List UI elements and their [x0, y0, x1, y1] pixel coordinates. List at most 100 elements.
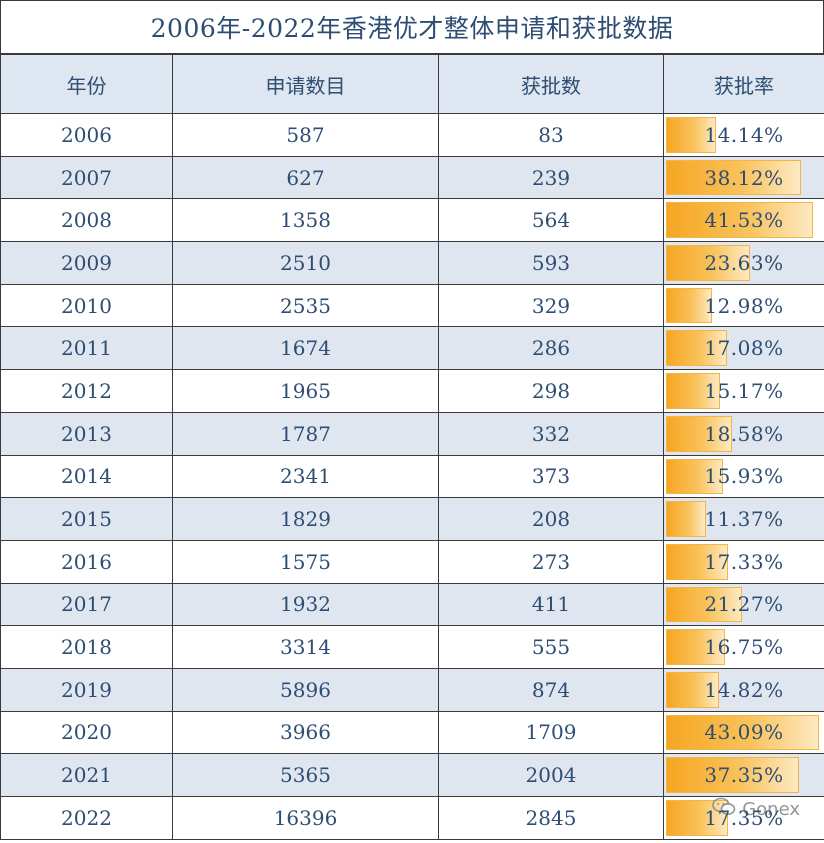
- cell-applications: 627: [172, 155, 439, 200]
- cell-rate: 15.93%: [663, 454, 824, 499]
- rate-value: 12.98%: [704, 293, 784, 318]
- data-table: 年份 申请数目 获批数 获批率 2006 587 83 14.14% 2007 627 23…: [0, 54, 824, 840]
- cell-rate: 41.53%: [663, 198, 824, 243]
- cell-approved: 329: [438, 283, 664, 328]
- cell-approved: 2004: [438, 753, 664, 797]
- cell-approved: 208: [438, 497, 664, 541]
- table-row: 2006 587 83 14.14%: [0, 113, 824, 157]
- table-row: 2014 2341 373 15.93%: [0, 454, 824, 499]
- table-row: 2007 627 239 38.12%: [0, 155, 824, 200]
- rate-data-bar: [666, 501, 706, 537]
- cell-approved: 273: [438, 539, 664, 584]
- rate-data-bar: [666, 202, 813, 239]
- rate-value: 41.53%: [704, 208, 784, 233]
- cell-approved: 298: [438, 369, 664, 413]
- cell-approved: 2845: [438, 796, 664, 840]
- cell-year: 2019: [0, 667, 173, 712]
- cell-approved: 286: [438, 326, 664, 371]
- table-row: 2019 5896 874 14.82%: [0, 667, 824, 712]
- cell-year: 2006: [0, 113, 173, 157]
- cell-approved: 83: [438, 113, 664, 157]
- cell-year: 2015: [0, 497, 173, 541]
- cell-year: 2018: [0, 625, 173, 669]
- rate-data-bar: [666, 543, 728, 580]
- table-row: 2016 1575 273 17.33%: [0, 539, 824, 584]
- table-row: 2011 1674 286 17.08%: [0, 326, 824, 371]
- rate-value: 23.63%: [704, 250, 784, 275]
- table-row: 2015 1829 208 11.37%: [0, 497, 824, 541]
- rate-value: 15.17%: [704, 378, 784, 403]
- cell-rate: 15.17%: [663, 369, 824, 413]
- header-applications: 申请数目: [172, 54, 439, 114]
- table-row: 2017 1932 411 21.27%: [0, 582, 824, 627]
- cell-year: 2022: [0, 796, 173, 840]
- cell-approved: 555: [438, 625, 664, 669]
- cell-applications: 5365: [172, 753, 439, 797]
- header-row: 年份 申请数目 获批数 获批率: [0, 54, 824, 114]
- cell-approved: 373: [438, 454, 664, 499]
- cell-applications: 1575: [172, 539, 439, 584]
- rate-data-bar: [666, 757, 799, 793]
- cell-year: 2010: [0, 283, 173, 328]
- table-row: 2013 1787 332 18.58%: [0, 411, 824, 456]
- rate-value: 43.09%: [704, 720, 784, 745]
- rate-data-bar: [666, 330, 727, 367]
- table-row: 2010 2535 329 12.98%: [0, 283, 824, 328]
- cell-approved: 239: [438, 155, 664, 200]
- cell-applications: 1787: [172, 411, 439, 456]
- cell-rate: 17.33%: [663, 539, 824, 584]
- rate-data-bar: [666, 586, 742, 623]
- cell-applications: 587: [172, 113, 439, 157]
- cell-approved: 1709: [438, 710, 664, 755]
- cell-year: 2014: [0, 454, 173, 499]
- cell-applications: 2510: [172, 241, 439, 285]
- cell-rate: 38.12%: [663, 155, 824, 200]
- cell-applications: 1358: [172, 198, 439, 243]
- rate-data-bar: [666, 671, 719, 708]
- rate-value: 16.75%: [704, 635, 784, 660]
- rate-data-bar: [666, 800, 728, 836]
- cell-applications: 16396: [172, 796, 439, 840]
- cell-applications: 3314: [172, 625, 439, 669]
- rate-data-bar: [666, 287, 712, 324]
- header-approved: 获批数: [438, 54, 664, 114]
- cell-year: 2011: [0, 326, 173, 371]
- rate-data-bar: [666, 373, 720, 409]
- cell-rate: 18.58%: [663, 411, 824, 456]
- cell-year: 2009: [0, 241, 173, 285]
- cell-year: 2008: [0, 198, 173, 243]
- cell-year: 2007: [0, 155, 173, 200]
- cell-year: 2020: [0, 710, 173, 755]
- rate-value: 37.35%: [704, 763, 784, 788]
- rate-data-bar: [666, 245, 750, 281]
- cell-rate: 12.98%: [663, 283, 824, 328]
- rate-value: 17.35%: [704, 805, 784, 830]
- cell-year: 2012: [0, 369, 173, 413]
- rate-value: 17.33%: [704, 549, 784, 574]
- cell-year: 2017: [0, 582, 173, 627]
- cell-applications: 1932: [172, 582, 439, 627]
- cell-applications: 2341: [172, 454, 439, 499]
- rate-value: 11.37%: [704, 507, 784, 532]
- cell-year: 2013: [0, 411, 173, 456]
- table-row: 2018 3314 555 16.75%: [0, 625, 824, 669]
- cell-applications: 1674: [172, 326, 439, 371]
- rate-data-bar: [666, 629, 725, 665]
- rate-data-bar: [666, 714, 819, 751]
- rate-value: 21.27%: [704, 592, 784, 617]
- rate-value: 14.14%: [704, 122, 784, 147]
- cell-rate: 16.75%: [663, 625, 824, 669]
- cell-rate: 17.08%: [663, 326, 824, 371]
- cell-applications: 1829: [172, 497, 439, 541]
- cell-applications: 1965: [172, 369, 439, 413]
- rate-value: 18.58%: [704, 421, 784, 446]
- table-row: 2021 5365 2004 37.35%: [0, 753, 824, 797]
- rate-value: 17.08%: [704, 336, 784, 361]
- cell-approved: 593: [438, 241, 664, 285]
- table-row: 2022 16396 2845 17.35%: [0, 796, 824, 840]
- table-row: 2020 3966 1709 43.09%: [0, 710, 824, 755]
- rate-value: 14.82%: [704, 677, 784, 702]
- cell-approved: 564: [438, 198, 664, 243]
- cell-applications: 2535: [172, 283, 439, 328]
